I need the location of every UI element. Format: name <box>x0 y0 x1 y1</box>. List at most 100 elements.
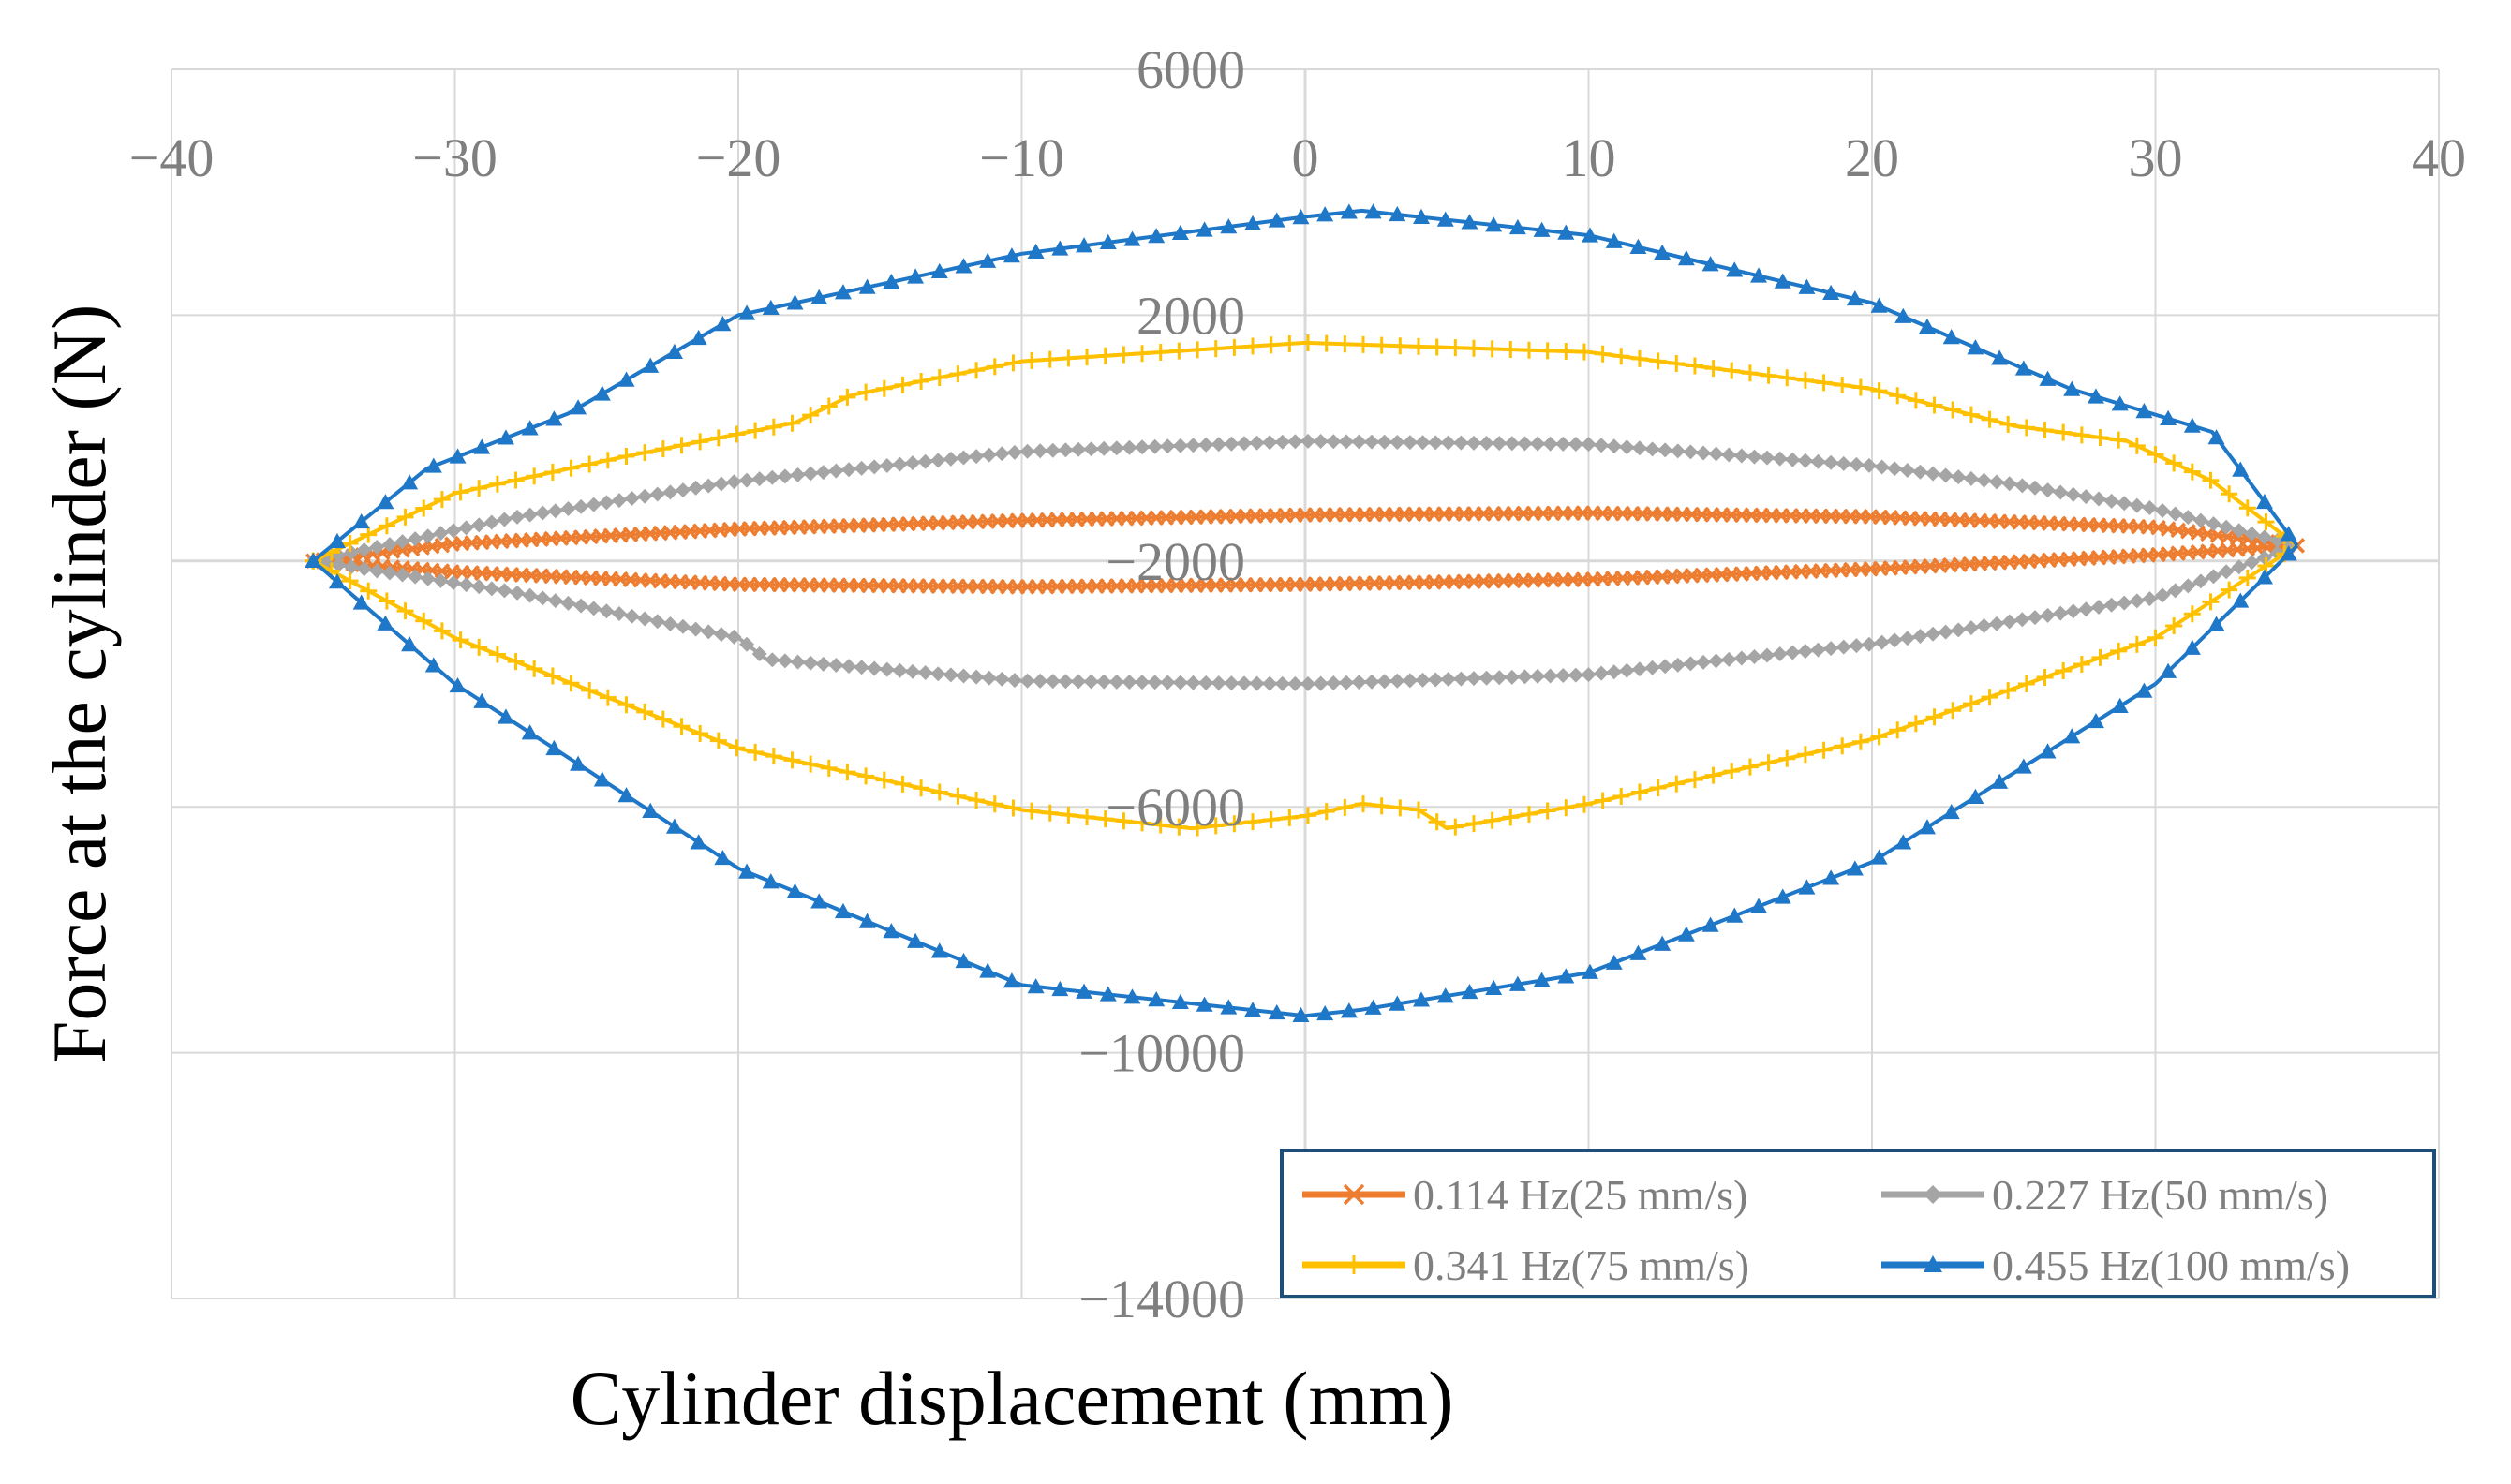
data-marker <box>1436 987 1454 1003</box>
data-marker <box>1428 672 1444 688</box>
data-marker <box>1938 467 1954 483</box>
data-marker <box>1942 329 1960 345</box>
data-marker <box>2221 485 2238 503</box>
data-marker <box>1581 437 1597 453</box>
data-marker <box>522 507 538 523</box>
data-marker <box>1557 224 1575 240</box>
data-marker <box>1834 737 1851 755</box>
data-marker <box>2255 569 2273 585</box>
data-marker <box>369 563 385 579</box>
data-marker <box>1478 670 1494 686</box>
data-marker <box>497 583 513 599</box>
data-marker <box>1851 733 1869 750</box>
data-marker <box>1391 337 1409 355</box>
data-marker <box>1071 674 1086 690</box>
data-marker <box>1465 671 1481 687</box>
data-marker <box>1415 672 1431 688</box>
data-marker <box>1760 647 1776 663</box>
data-marker <box>1292 1006 1310 1022</box>
data-marker <box>1517 669 1533 685</box>
data-marker <box>2257 513 2275 531</box>
data-marker <box>1797 453 1813 468</box>
data-marker <box>879 661 895 677</box>
data-marker <box>624 608 640 624</box>
data-marker <box>688 621 704 637</box>
data-marker <box>883 923 900 939</box>
data-marker <box>1991 773 2009 789</box>
data-marker <box>2091 491 2106 507</box>
data-marker <box>930 783 948 801</box>
data-marker <box>1823 454 1839 470</box>
data-marker <box>2183 605 2201 623</box>
data-marker <box>1300 675 1316 691</box>
data-marker <box>840 659 856 675</box>
data-marker <box>1051 240 1069 256</box>
data-marker <box>1889 387 1907 405</box>
data-marker <box>1122 674 1137 690</box>
data-marker <box>1918 318 1936 334</box>
data-marker <box>1453 671 1469 687</box>
data-marker <box>560 595 576 611</box>
y-axis-title: Force at the cylinder (N) <box>37 304 122 1064</box>
data-marker <box>1313 434 1329 450</box>
data-marker <box>470 480 488 497</box>
data-marker <box>1220 999 1238 1015</box>
data-marker <box>1746 449 1762 465</box>
data-marker <box>394 534 410 550</box>
data-marker <box>1006 673 1022 689</box>
data-marker <box>1925 466 1941 482</box>
data-marker <box>522 587 538 603</box>
data-marker <box>1533 221 1551 237</box>
data-marker <box>726 474 742 490</box>
data-marker <box>2055 661 2073 679</box>
data-marker <box>956 668 972 684</box>
data-marker <box>688 480 704 496</box>
data-marker <box>1530 668 1546 684</box>
data-marker <box>1989 616 2005 631</box>
data-marker <box>2001 476 2017 492</box>
data-marker <box>1224 675 1240 691</box>
data-marker <box>1170 342 1188 360</box>
data-marker <box>344 559 360 575</box>
data-marker <box>1581 667 1597 683</box>
data-marker <box>1244 215 1262 230</box>
data-marker <box>2014 758 2032 774</box>
data-marker <box>1861 636 1877 652</box>
data-marker <box>930 262 948 279</box>
data-marker <box>1677 250 1695 266</box>
data-marker <box>2065 486 2081 502</box>
data-marker <box>979 252 997 268</box>
data-marker <box>690 329 707 346</box>
data-marker <box>1004 799 1022 817</box>
data-marker <box>810 893 828 909</box>
data-marker <box>857 383 875 401</box>
data-marker <box>1492 670 1508 686</box>
data-marker <box>662 484 678 500</box>
data-marker <box>377 615 394 631</box>
data-marker <box>1612 348 1630 365</box>
data-marker <box>1287 434 1303 450</box>
data-marker <box>1606 664 1622 680</box>
data-marker <box>765 418 782 436</box>
data-marker <box>1967 339 1984 355</box>
data-marker <box>1723 362 1741 379</box>
data-marker <box>611 605 627 621</box>
data-marker <box>930 942 948 958</box>
data-marker <box>535 505 551 521</box>
data-marker <box>2231 523 2247 539</box>
data-marker <box>654 710 672 728</box>
data-marker <box>1938 624 1954 640</box>
data-marker <box>1846 860 1864 876</box>
data-marker <box>2110 642 2128 660</box>
data-marker <box>2027 610 2043 626</box>
legend-entry-4: 0.455 Hz(100 mm/s) <box>1881 1241 2350 1289</box>
data-marker <box>1340 1002 1358 1018</box>
data-marker <box>473 438 491 454</box>
data-marker <box>777 468 793 484</box>
data-marker <box>1402 435 1418 451</box>
data-marker <box>1023 351 1041 369</box>
data-marker <box>1027 243 1045 260</box>
data-marker <box>690 834 707 850</box>
data-marker <box>815 656 831 672</box>
data-marker <box>1207 340 1225 358</box>
